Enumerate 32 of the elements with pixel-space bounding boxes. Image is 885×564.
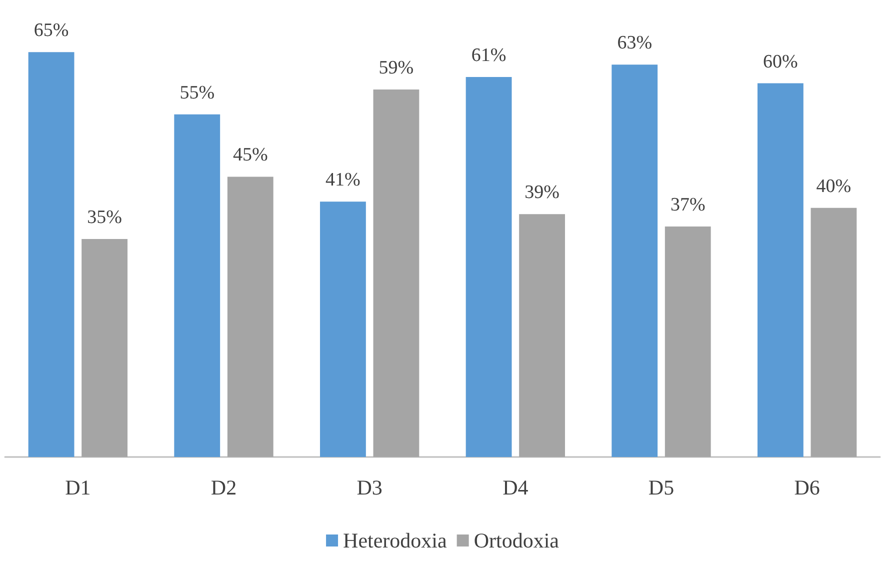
data-label: 61% xyxy=(471,45,506,66)
x-tick-label: D4 xyxy=(502,476,529,500)
bar xyxy=(320,202,366,457)
legend-label: Ortodoxia xyxy=(474,528,560,552)
bar xyxy=(810,208,857,457)
bar xyxy=(373,90,420,457)
bar xyxy=(174,114,220,457)
data-label: 37% xyxy=(670,194,706,216)
data-label: 59% xyxy=(378,58,414,79)
bar xyxy=(466,77,512,457)
bar xyxy=(664,226,711,457)
bar xyxy=(519,214,565,457)
bar xyxy=(612,64,658,457)
data-label: 41% xyxy=(326,170,361,191)
data-label: 40% xyxy=(816,176,852,197)
data-label: 45% xyxy=(232,144,268,166)
legend-label: Heterodoxia xyxy=(343,528,448,552)
data-label: 35% xyxy=(87,207,122,228)
bar xyxy=(227,176,274,457)
bar xyxy=(28,52,74,457)
bar xyxy=(82,239,128,457)
x-tick-label: D6 xyxy=(794,476,820,500)
x-tick-label: D1 xyxy=(65,476,91,500)
data-label: 55% xyxy=(180,82,215,104)
x-tick-label: D3 xyxy=(356,476,382,500)
data-label: 65% xyxy=(34,20,69,42)
x-tick-label: D5 xyxy=(648,476,674,500)
bar xyxy=(758,83,804,457)
data-label: 39% xyxy=(524,182,560,204)
x-tick-label: D2 xyxy=(210,476,237,500)
data-label: 60% xyxy=(763,51,798,72)
data-label: 63% xyxy=(617,32,652,54)
